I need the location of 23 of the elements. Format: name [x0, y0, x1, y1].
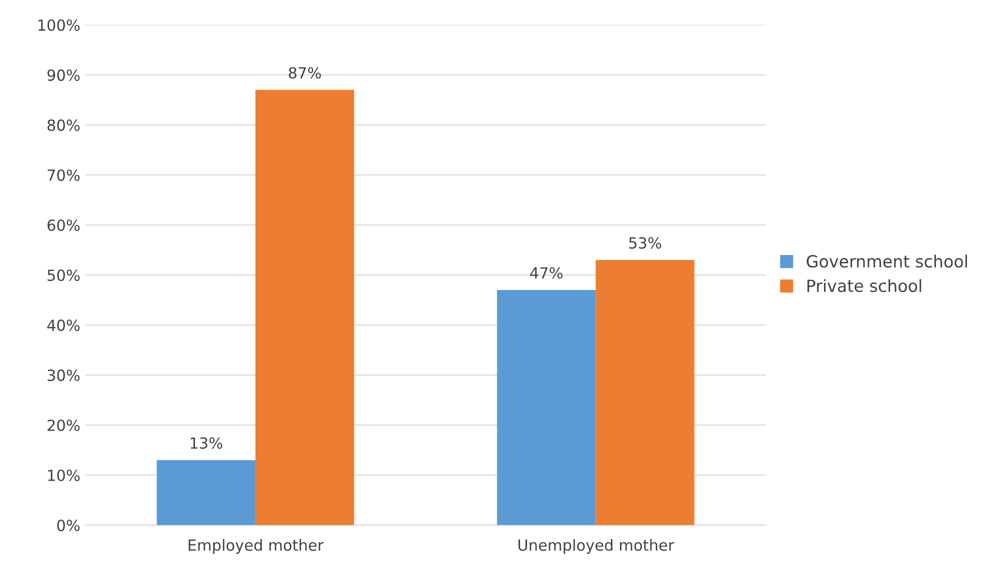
data-label: 47% — [530, 267, 562, 279]
y-tick-label: 60% — [48, 219, 80, 232]
legend-label: Private school — [807, 279, 922, 292]
y-tick-label: 30% — [48, 370, 80, 382]
y-tick-label: 40% — [47, 320, 80, 332]
data-label: 13% — [190, 437, 222, 449]
bar — [156, 460, 256, 526]
legend-label: Government school — [806, 254, 967, 268]
y-tick-label: 80% — [48, 119, 80, 131]
y-tick-label: 10% — [48, 470, 80, 482]
y-tick-label: 50% — [48, 269, 80, 282]
data-label: 53% — [629, 237, 662, 249]
y-tick-label: 20% — [48, 420, 80, 432]
data-label: 87% — [288, 67, 321, 79]
x-tick-label: Unemployed mother — [518, 539, 674, 554]
bar — [255, 90, 354, 526]
y-tick-label: 90% — [47, 69, 80, 81]
bar — [596, 260, 694, 526]
bar — [497, 290, 596, 526]
x-tick-label: Employed mother — [188, 539, 324, 554]
y-tick-label: 0% — [57, 520, 80, 532]
y-tick-label: 70% — [48, 169, 80, 181]
y-tick-label: 100% — [38, 19, 80, 31]
